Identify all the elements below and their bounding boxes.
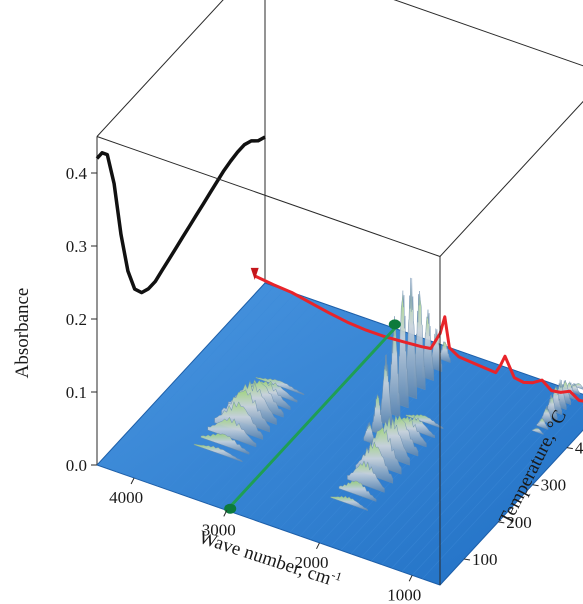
z-tick-label: 0.2 <box>66 310 87 329</box>
surface-streak <box>350 371 520 555</box>
peak-3 <box>532 379 583 435</box>
red-and-green-curves <box>224 267 583 514</box>
peak-ridge <box>363 422 376 445</box>
y-tick-label: 100 <box>472 550 498 569</box>
surface-streak <box>126 293 295 476</box>
black-curve <box>95 135 266 295</box>
z-axis: 0.0 0.1 0.2 0.3 0.4 <box>66 164 97 475</box>
x-tick-mark <box>316 542 320 550</box>
peak-ridge <box>193 443 243 463</box>
y-tick-mark <box>566 447 573 450</box>
peaks-group <box>193 277 583 511</box>
green-line <box>229 327 396 508</box>
z-tick-label: 0.4 <box>66 164 88 183</box>
peak-ridge <box>207 416 257 448</box>
bounding-box-back <box>96 0 583 465</box>
x-tick-label: 1000 <box>387 585 421 604</box>
z-tick-label: 0.1 <box>66 383 87 402</box>
surface-streak <box>228 328 397 512</box>
surface-streak <box>218 325 387 508</box>
peak-ridge <box>330 495 368 511</box>
red-curve <box>254 274 583 403</box>
surface-streak <box>381 382 550 565</box>
surface-streak <box>116 289 285 473</box>
peak-ridge <box>371 394 384 436</box>
peak-ridge <box>541 406 553 425</box>
z-tick-label: 0.3 <box>66 237 87 256</box>
black-curve-group <box>95 135 266 295</box>
surface-streak <box>248 335 418 519</box>
green-line-start-marker <box>224 503 237 514</box>
peak-ridge <box>338 480 377 502</box>
box-edge-back-top-right <box>393 0 583 67</box>
box-edge-front-top <box>96 136 441 257</box>
box-edge-front-top-right <box>439 100 583 257</box>
x-tick-label: 2000 <box>294 553 328 572</box>
red-curve-start-marker <box>250 267 259 280</box>
surface-streak <box>146 300 316 483</box>
x-tick-label: 4000 <box>109 488 143 507</box>
x-axis-title-superscript: -1 <box>330 568 344 584</box>
surface-floor <box>96 282 583 586</box>
peak-0 <box>193 376 305 463</box>
surface-streak <box>106 286 275 469</box>
peak-ridge <box>536 418 549 430</box>
surface-streak <box>197 318 367 501</box>
z-tick-label: 0.0 <box>66 456 87 475</box>
surface-streak <box>330 364 499 547</box>
peak-ridge <box>200 433 250 455</box>
z-axis-title: Absorbance <box>12 288 33 379</box>
x-axis: 4000 3000 2000 1000 <box>109 477 421 604</box>
surface-streak <box>136 296 306 480</box>
y-tick-label: 200 <box>506 513 532 532</box>
y-tick-label: 400 <box>575 439 583 458</box>
y-tick-mark <box>532 484 539 487</box>
bounding-box-front <box>96 100 583 585</box>
peak-ridge <box>255 376 305 396</box>
green-line-end-marker <box>388 319 401 330</box>
y-axis: 100200300400500 <box>463 439 583 569</box>
x-tick-mark <box>408 575 413 582</box>
surface-streak <box>371 378 540 562</box>
y-tick-mark <box>498 521 505 524</box>
peak-ridge <box>347 460 385 493</box>
x-tick-mark <box>130 477 135 485</box>
peak-ridge <box>214 400 264 440</box>
x-tick-mark <box>223 510 228 517</box>
surface-streak <box>208 321 377 505</box>
box-edge-back-top-left <box>96 0 224 137</box>
peak-ridge <box>532 426 544 435</box>
peak-ridge <box>380 354 392 427</box>
y-tick-mark <box>463 558 471 561</box>
surface-streak <box>360 375 530 558</box>
surface-streak <box>391 385 561 569</box>
peak-2 <box>330 414 444 511</box>
surface-streak <box>422 404 583 580</box>
surface-streak <box>340 368 510 551</box>
y-tick-label: 300 <box>541 476 567 495</box>
surface-streak <box>238 332 408 515</box>
x-tick-label: 3000 <box>202 520 236 539</box>
